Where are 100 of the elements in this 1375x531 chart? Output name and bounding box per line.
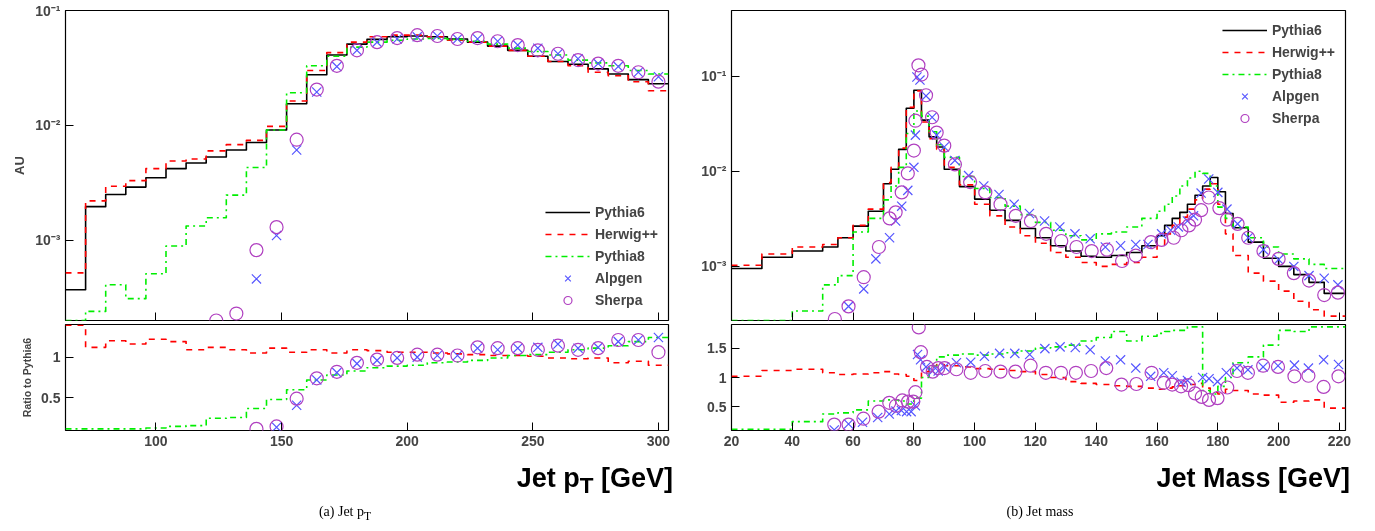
point bbox=[1182, 375, 1193, 386]
legend-label: Pythia8 bbox=[594, 247, 645, 266]
point bbox=[1187, 212, 1203, 227]
point bbox=[1023, 358, 1038, 373]
point bbox=[291, 144, 302, 156]
point bbox=[1008, 208, 1023, 223]
y-tick-label: 10⁻² bbox=[701, 163, 727, 180]
point bbox=[530, 342, 545, 357]
point bbox=[1100, 241, 1111, 253]
point bbox=[906, 143, 921, 158]
point bbox=[900, 166, 915, 181]
y-tick-label: 10⁻¹ bbox=[701, 68, 727, 85]
point bbox=[965, 356, 976, 368]
point bbox=[1038, 365, 1053, 380]
x-tick-label: 40 bbox=[784, 432, 801, 449]
point bbox=[653, 71, 664, 82]
x-tick-label: 220 bbox=[1327, 432, 1352, 449]
point bbox=[1182, 215, 1193, 227]
point bbox=[1039, 343, 1051, 354]
point bbox=[949, 362, 964, 377]
point bbox=[911, 58, 926, 73]
point bbox=[289, 391, 304, 406]
point bbox=[1154, 232, 1169, 247]
point bbox=[1317, 287, 1332, 303]
point bbox=[906, 394, 921, 409]
x-tick-label: 80 bbox=[906, 432, 922, 449]
point bbox=[1084, 243, 1099, 259]
x-tick-label: 180 bbox=[1206, 432, 1230, 449]
point bbox=[882, 211, 897, 226]
point bbox=[1333, 359, 1344, 370]
point bbox=[1069, 228, 1081, 240]
x-tick-label: 200 bbox=[1266, 432, 1291, 449]
point bbox=[1156, 228, 1167, 240]
y-axis-title: AU bbox=[12, 156, 28, 175]
point bbox=[1194, 203, 1209, 218]
point bbox=[1301, 368, 1316, 383]
point bbox=[653, 332, 664, 343]
point bbox=[1144, 365, 1159, 380]
point bbox=[1114, 377, 1129, 392]
x-tick-label: 300 bbox=[646, 432, 671, 449]
point bbox=[978, 180, 989, 192]
point bbox=[1128, 248, 1143, 263]
point bbox=[1039, 226, 1054, 241]
point bbox=[1220, 380, 1235, 395]
point bbox=[1084, 344, 1096, 356]
point bbox=[901, 394, 916, 409]
point bbox=[1210, 391, 1225, 406]
point bbox=[1024, 208, 1035, 219]
point bbox=[1174, 223, 1189, 238]
point bbox=[856, 411, 871, 426]
point bbox=[1201, 392, 1217, 407]
point bbox=[933, 365, 944, 377]
point bbox=[291, 400, 302, 411]
point bbox=[908, 385, 923, 400]
point bbox=[994, 348, 1005, 359]
point bbox=[1303, 270, 1315, 281]
point bbox=[1166, 230, 1181, 245]
point bbox=[251, 273, 262, 285]
point bbox=[963, 174, 978, 190]
point bbox=[1039, 215, 1050, 227]
point bbox=[1175, 377, 1187, 388]
legend-label: Herwig++ bbox=[594, 225, 658, 244]
text: (b) Jet mass bbox=[1005, 503, 1075, 521]
point bbox=[1187, 386, 1203, 401]
point bbox=[530, 43, 545, 58]
point bbox=[1289, 359, 1300, 371]
legend-label: Alpgen bbox=[1271, 87, 1320, 106]
x-tick-label: 150 bbox=[269, 432, 294, 449]
point bbox=[1165, 377, 1180, 392]
point bbox=[914, 67, 929, 82]
point bbox=[882, 395, 897, 410]
point bbox=[1194, 389, 1209, 405]
point bbox=[309, 82, 324, 97]
point bbox=[895, 393, 910, 408]
point bbox=[1054, 221, 1065, 233]
point bbox=[410, 347, 425, 362]
point bbox=[1024, 349, 1035, 360]
legend-label: Sherpa bbox=[1271, 109, 1320, 128]
point bbox=[1165, 225, 1176, 236]
point bbox=[1130, 362, 1141, 374]
y-tick-label: 10⁻³ bbox=[701, 258, 727, 275]
x-tick-label: 140 bbox=[1084, 432, 1109, 449]
y-tick-label: 10⁻² bbox=[35, 117, 61, 134]
point bbox=[1301, 273, 1317, 288]
point bbox=[963, 365, 978, 380]
x-tick-label: 120 bbox=[1023, 432, 1048, 449]
legend-label: Pythia6 bbox=[1271, 21, 1322, 40]
point bbox=[884, 232, 895, 243]
legend-label: Pythia6 bbox=[594, 203, 645, 222]
x-tick-label: 20 bbox=[723, 432, 740, 449]
point bbox=[1195, 187, 1207, 199]
point bbox=[1100, 355, 1111, 367]
y-tick-label: 0.5 bbox=[707, 398, 727, 415]
point bbox=[570, 53, 586, 68]
point bbox=[856, 270, 871, 285]
point bbox=[412, 351, 423, 363]
y-tick-label: 10⁻¹ bbox=[35, 2, 61, 19]
point bbox=[651, 345, 666, 360]
point bbox=[908, 113, 923, 128]
legend-label: Sherpa bbox=[594, 291, 643, 310]
